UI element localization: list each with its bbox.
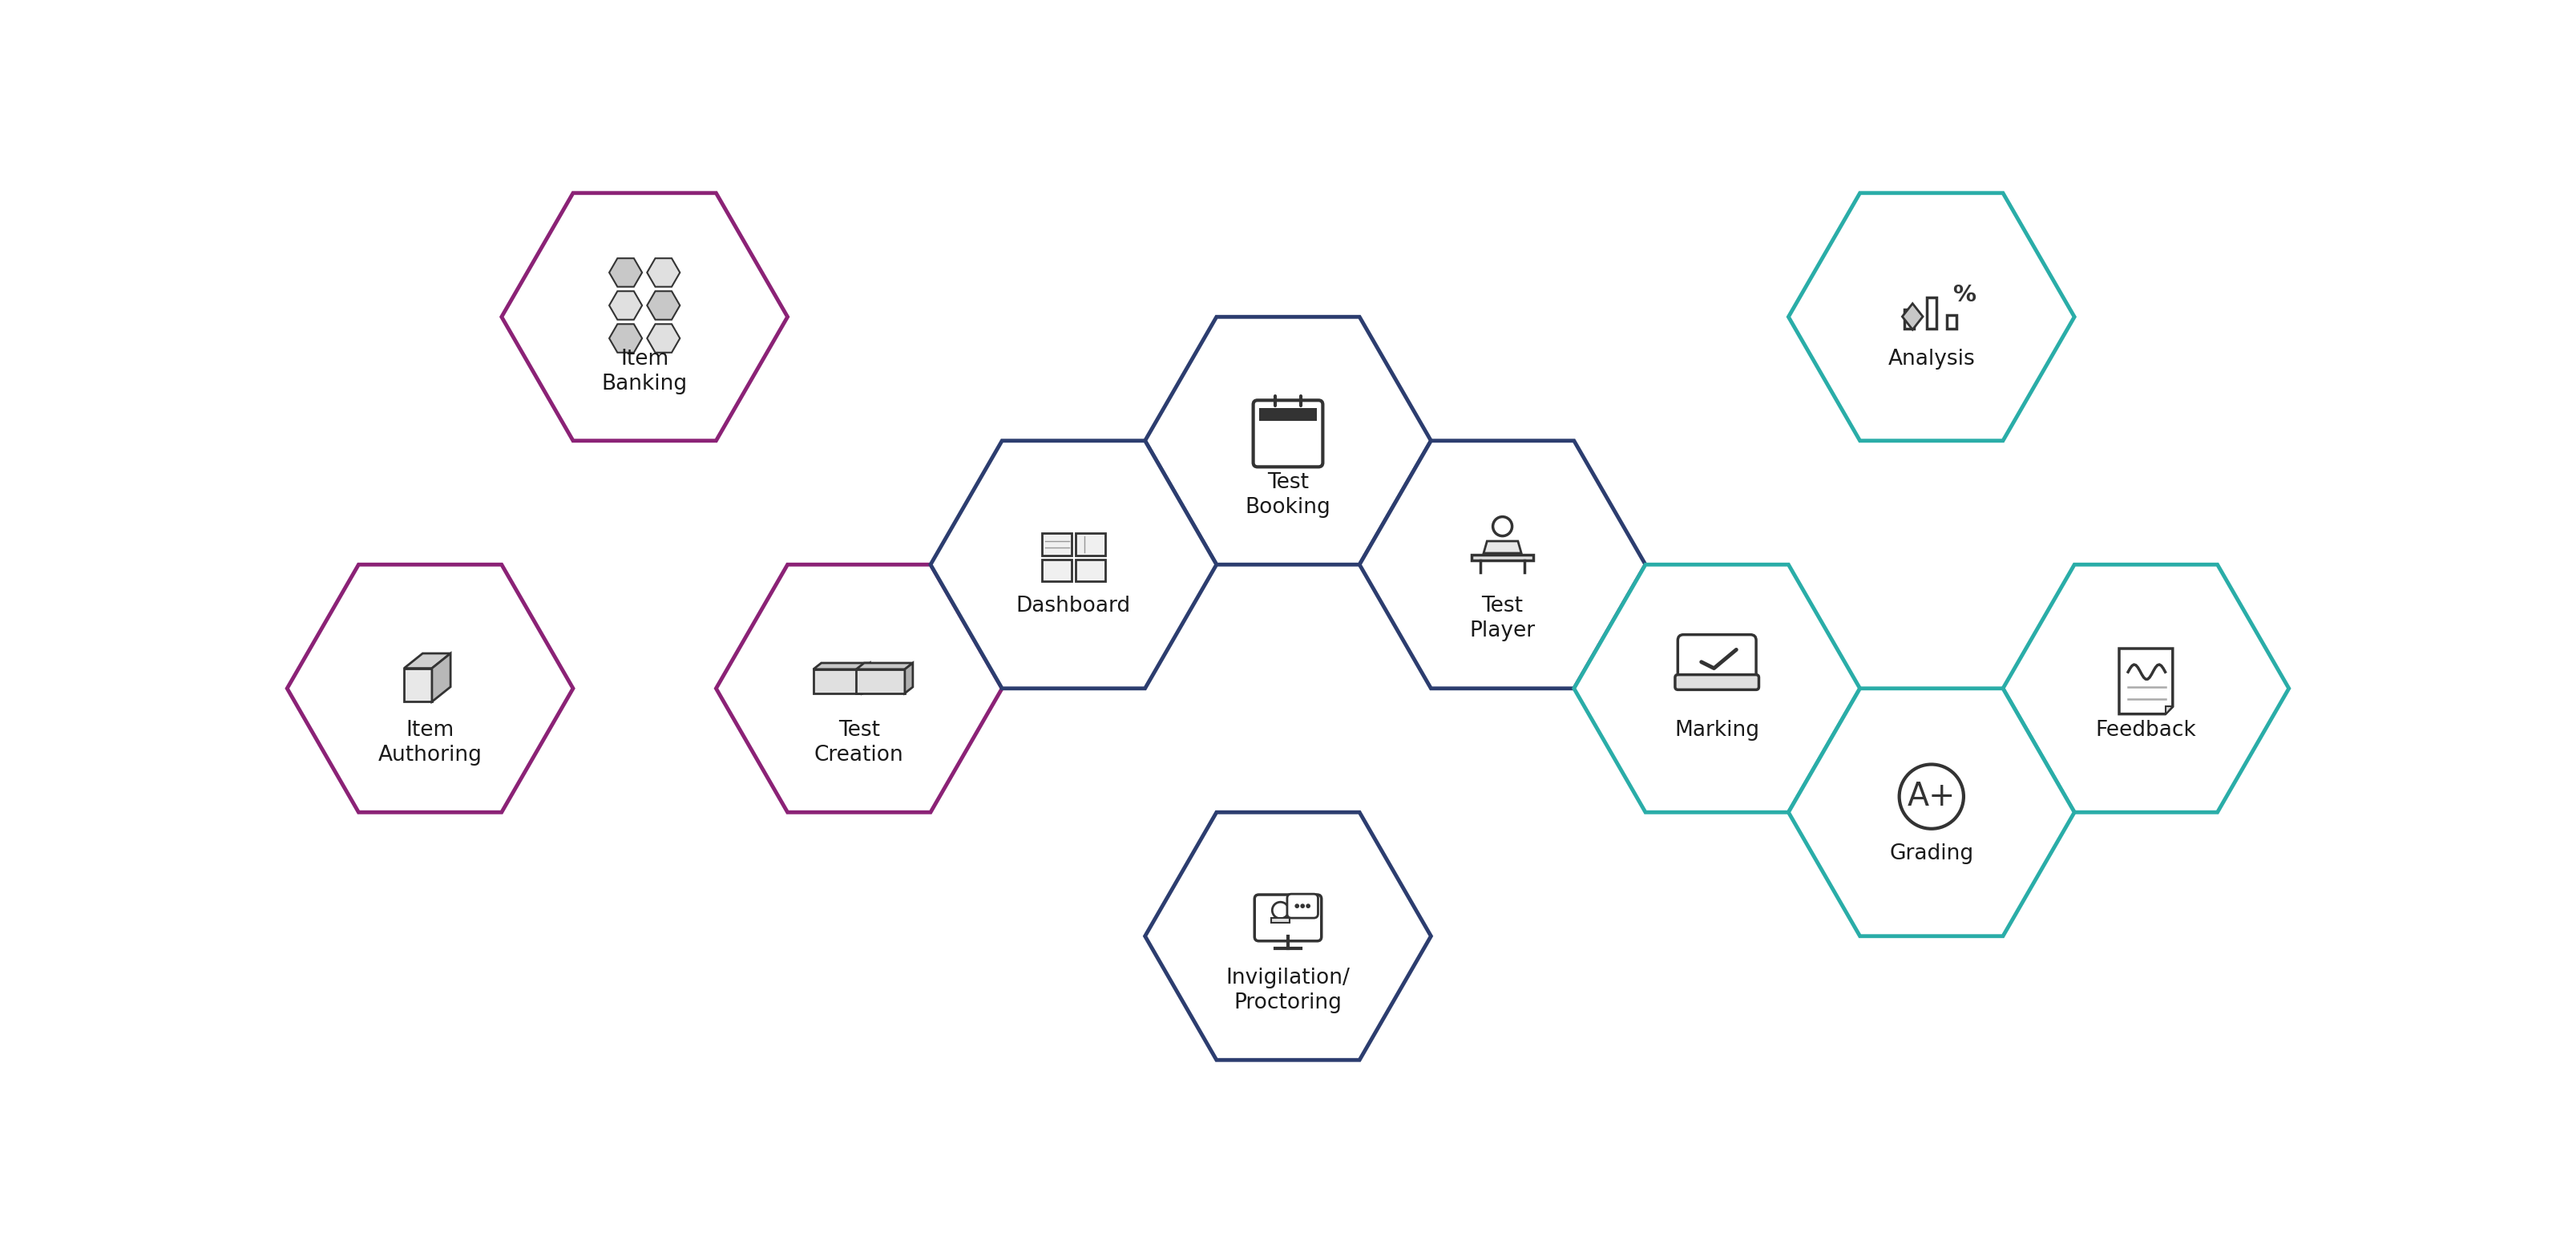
Polygon shape: [855, 663, 912, 669]
Polygon shape: [1484, 541, 1522, 553]
Polygon shape: [404, 668, 433, 702]
Text: Grading: Grading: [1888, 843, 1973, 865]
Polygon shape: [608, 325, 641, 352]
Bar: [1904, 309, 1914, 328]
Text: Invigilation/
Proctoring: Invigilation/ Proctoring: [1226, 967, 1350, 1014]
Circle shape: [1494, 516, 1512, 536]
Polygon shape: [904, 663, 912, 693]
Polygon shape: [1144, 812, 1432, 1060]
Polygon shape: [1788, 193, 2074, 441]
Text: Test
Creation: Test Creation: [814, 720, 904, 766]
Polygon shape: [647, 325, 680, 352]
Text: Item
Authoring: Item Authoring: [379, 720, 482, 766]
Polygon shape: [1788, 688, 2074, 936]
Bar: [1947, 315, 1958, 328]
FancyBboxPatch shape: [1674, 674, 1759, 689]
Text: Feedback: Feedback: [2094, 720, 2197, 741]
Polygon shape: [1360, 441, 1646, 688]
Polygon shape: [1574, 565, 1860, 812]
Polygon shape: [863, 663, 871, 693]
Polygon shape: [1270, 918, 1291, 923]
Text: Test
Player: Test Player: [1468, 596, 1535, 642]
Text: Test
Booking: Test Booking: [1244, 472, 1332, 517]
FancyBboxPatch shape: [1677, 635, 1757, 685]
Text: Dashboard: Dashboard: [1015, 596, 1131, 616]
Polygon shape: [1144, 317, 1432, 565]
FancyBboxPatch shape: [1288, 893, 1319, 918]
Text: %: %: [1953, 284, 1976, 307]
Circle shape: [1296, 905, 1298, 907]
Polygon shape: [404, 653, 451, 668]
Text: Analysis: Analysis: [1888, 348, 1976, 370]
Polygon shape: [502, 193, 788, 441]
Bar: [1927, 298, 1937, 328]
Bar: [1041, 534, 1072, 555]
Polygon shape: [647, 291, 680, 320]
Polygon shape: [716, 565, 1002, 812]
Polygon shape: [608, 291, 641, 320]
Polygon shape: [930, 441, 1216, 688]
Polygon shape: [286, 565, 572, 812]
Polygon shape: [608, 258, 641, 287]
Circle shape: [1273, 902, 1288, 918]
Circle shape: [1301, 905, 1303, 907]
FancyBboxPatch shape: [1255, 400, 1321, 467]
Bar: [1074, 534, 1105, 555]
Polygon shape: [1471, 555, 1533, 560]
Text: Marking: Marking: [1674, 720, 1759, 741]
Polygon shape: [433, 653, 451, 702]
Bar: [1260, 408, 1316, 421]
FancyBboxPatch shape: [1255, 895, 1321, 941]
Polygon shape: [814, 669, 863, 693]
Polygon shape: [2004, 565, 2290, 812]
Text: A+: A+: [1906, 781, 1955, 813]
Polygon shape: [855, 669, 904, 693]
Bar: [1041, 559, 1072, 581]
Polygon shape: [647, 258, 680, 287]
Bar: [1074, 559, 1105, 581]
Polygon shape: [814, 663, 871, 669]
Polygon shape: [1901, 303, 1922, 330]
Polygon shape: [2120, 649, 2172, 714]
Circle shape: [1306, 905, 1309, 907]
Text: Item
Banking: Item Banking: [603, 348, 688, 393]
Polygon shape: [2166, 707, 2172, 714]
